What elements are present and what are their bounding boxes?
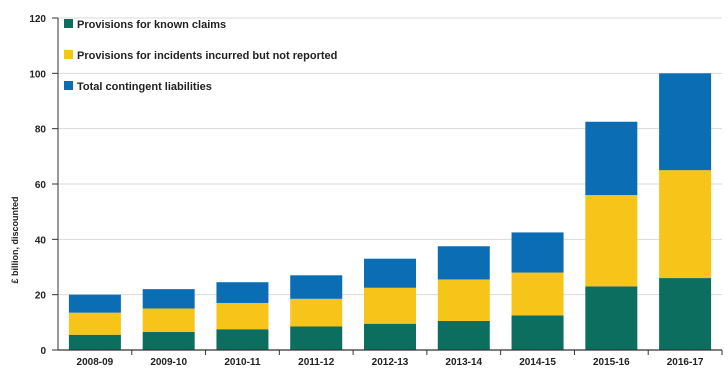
bar-segment — [659, 73, 712, 171]
legend-label: Total contingent liabilities — [77, 81, 212, 93]
legend: Provisions for known claims Provisions fo… — [64, 19, 337, 93]
bar-segment — [290, 326, 343, 350]
y-tick-label: 100 — [29, 69, 46, 80]
bar-segment — [142, 308, 195, 333]
bar-segment — [659, 170, 712, 279]
bar-segment — [68, 334, 121, 350]
bar-segment — [364, 323, 416, 350]
bar-segment — [68, 312, 121, 335]
bar-segment — [68, 294, 121, 313]
bar-segment — [511, 272, 564, 316]
y-tick-label: 60 — [35, 180, 47, 191]
legend-swatch — [64, 50, 73, 59]
x-tick-label: 2010-11 — [224, 357, 261, 368]
legend-label: Provisions for known claims — [77, 19, 226, 31]
x-tick-label: 2009-10 — [150, 357, 187, 368]
bar-segment — [142, 289, 195, 309]
bar-segment — [585, 195, 638, 287]
bar-segment — [290, 275, 343, 299]
x-tick-label: 2015-16 — [593, 357, 630, 368]
bar-segment — [364, 287, 416, 324]
x-tick-label: 2013-14 — [445, 357, 482, 368]
x-tick-labels: 2008-09 2009-10 2010-11 2011-12 2012-13 2013-… — [77, 357, 704, 368]
x-tick-label: 2011-12 — [298, 357, 335, 368]
bar-segment — [216, 302, 269, 330]
y-tick-label: 20 — [35, 291, 47, 302]
bar-segment — [142, 332, 195, 350]
legend-swatch — [64, 19, 73, 28]
y-tick-labels: 0 20 40 60 80 100 120 — [29, 14, 46, 357]
x-tick-label: 2008-09 — [77, 357, 114, 368]
x-tick-label: 2012-13 — [372, 357, 409, 368]
bar-segment — [364, 258, 416, 288]
bar-segment — [659, 278, 712, 350]
y-tick-label: 80 — [35, 125, 47, 136]
y-tick-label: 120 — [29, 14, 46, 25]
x-tick-label: 2014-15 — [519, 357, 556, 368]
y-tick-label: 0 — [40, 346, 46, 357]
x-tick-label: 2016-17 — [667, 357, 704, 368]
bar-segment — [585, 286, 638, 350]
bar-segment — [290, 298, 343, 327]
y-axis-label: £ billion, discounted — [10, 196, 20, 283]
bar-segment — [437, 279, 490, 321]
bar-segment — [437, 246, 490, 280]
legend-swatch — [64, 81, 73, 90]
bars — [68, 73, 712, 350]
bar-segment — [585, 121, 638, 196]
bar-segment — [511, 232, 564, 273]
bar-segment — [437, 320, 490, 350]
legend-label: Provisions for incidents incurred but no… — [77, 50, 337, 62]
bar-segment — [216, 282, 269, 303]
bar-segment — [511, 315, 564, 350]
y-tick-label: 40 — [35, 235, 47, 246]
axes — [52, 17, 723, 355]
bar-segment — [216, 329, 269, 350]
